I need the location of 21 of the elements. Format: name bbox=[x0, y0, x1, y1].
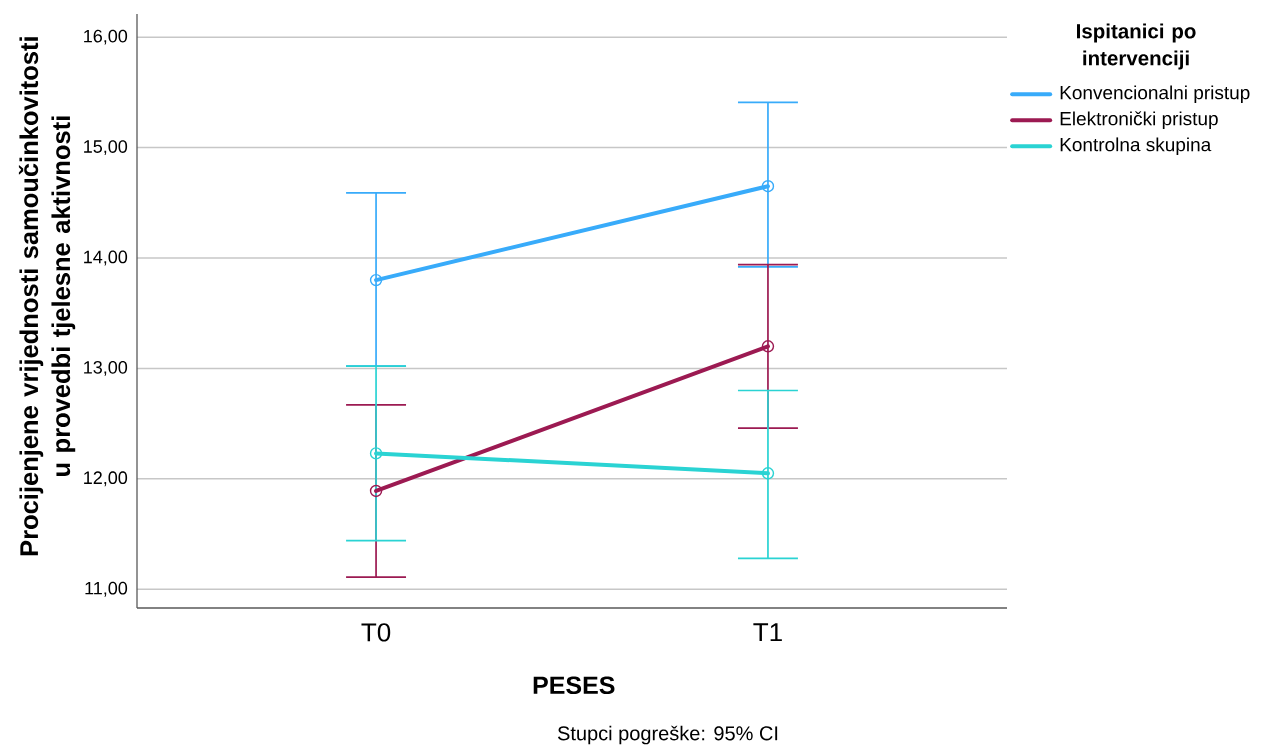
point bbox=[761, 340, 775, 353]
legend-label: Kontrolna skupina bbox=[1060, 137, 1212, 156]
point bbox=[761, 180, 775, 193]
x-tick-label: T1 bbox=[753, 623, 782, 642]
y-tick-label: 11,00 bbox=[85, 581, 128, 597]
y-tick-label: 14,00 bbox=[84, 250, 128, 266]
point bbox=[369, 447, 383, 460]
legend-label: Konvencionalni pristup bbox=[1060, 85, 1250, 104]
x-tick-label: T0 bbox=[361, 623, 391, 642]
point bbox=[369, 484, 383, 498]
legend-label: Elektronički pristup bbox=[1060, 111, 1218, 130]
legend-title: Ispitanici po intervenciji bbox=[1077, 23, 1196, 70]
point bbox=[761, 467, 775, 480]
y-tick-label: 16,00 bbox=[84, 29, 128, 45]
x-axis-title: PESES bbox=[533, 676, 615, 695]
y-tick-label: 15,00 bbox=[84, 140, 128, 156]
y-tick-label: 12,00 bbox=[84, 471, 128, 487]
text: Stupci pogreške: 95% CI bbox=[557, 725, 778, 745]
y-axis-title: Procijenjene vrijednosti samoučinkovitosti u provedbi tjelesne aktivnosti bbox=[18, 37, 76, 556]
y-tick-label: 13,00 bbox=[84, 360, 128, 376]
point bbox=[369, 273, 383, 287]
